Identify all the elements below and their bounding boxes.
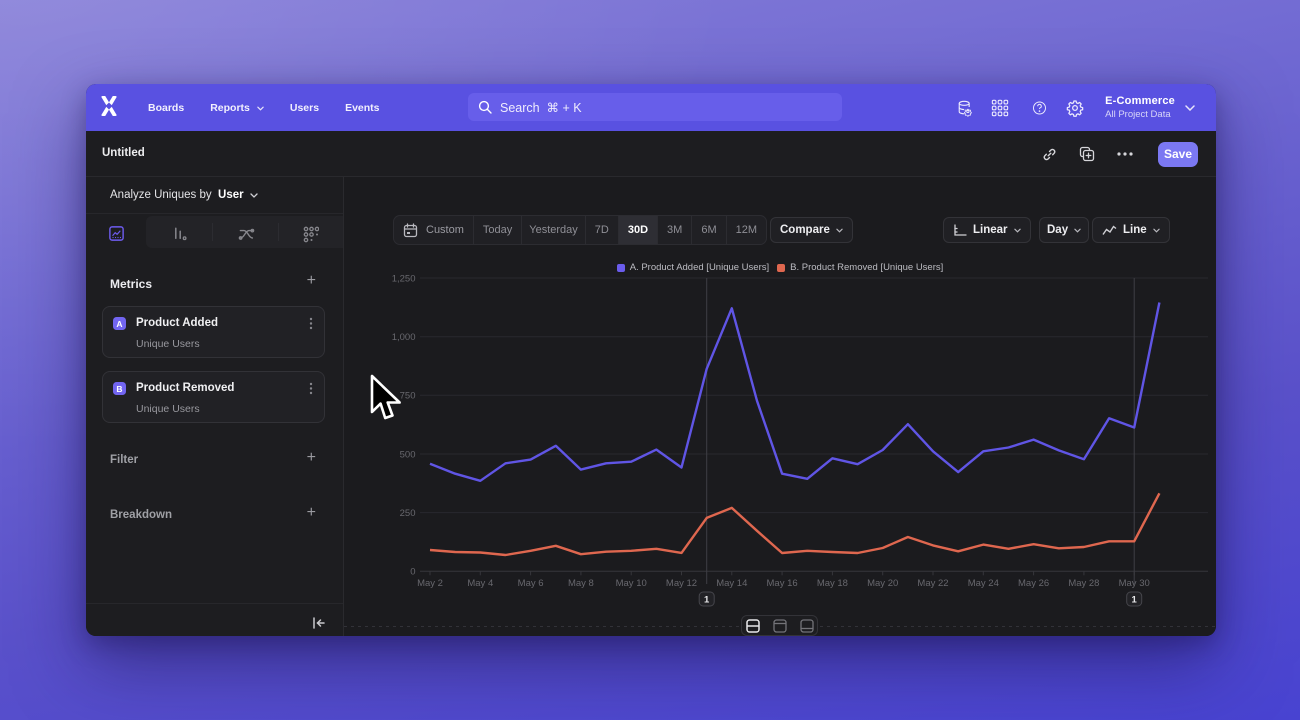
svg-text:May 6: May 6 [518,578,544,589]
svg-text:500: 500 [400,449,416,460]
svg-text:May 18: May 18 [817,578,848,589]
svg-text:May 12: May 12 [666,578,697,589]
svg-text:1,250: 1,250 [392,273,416,284]
svg-text:750: 750 [400,391,416,402]
svg-text:May 10: May 10 [616,578,647,589]
svg-text:May 14: May 14 [716,578,747,589]
svg-text:May 24: May 24 [968,578,999,589]
svg-text:May 26: May 26 [1018,578,1049,589]
svg-text:250: 250 [400,508,416,519]
svg-text:1: 1 [704,595,710,606]
svg-text:0: 0 [410,567,415,578]
svg-text:May 8: May 8 [568,578,594,589]
svg-text:May 4: May 4 [467,578,493,589]
svg-text:May 2: May 2 [417,578,443,589]
svg-text:1,000: 1,000 [392,332,416,343]
svg-text:May 22: May 22 [917,578,948,589]
svg-text:May 20: May 20 [867,578,898,589]
svg-text:May 30: May 30 [1119,578,1150,589]
svg-text:May 28: May 28 [1068,578,1099,589]
svg-text:May 16: May 16 [767,578,798,589]
svg-text:1: 1 [1132,595,1138,606]
